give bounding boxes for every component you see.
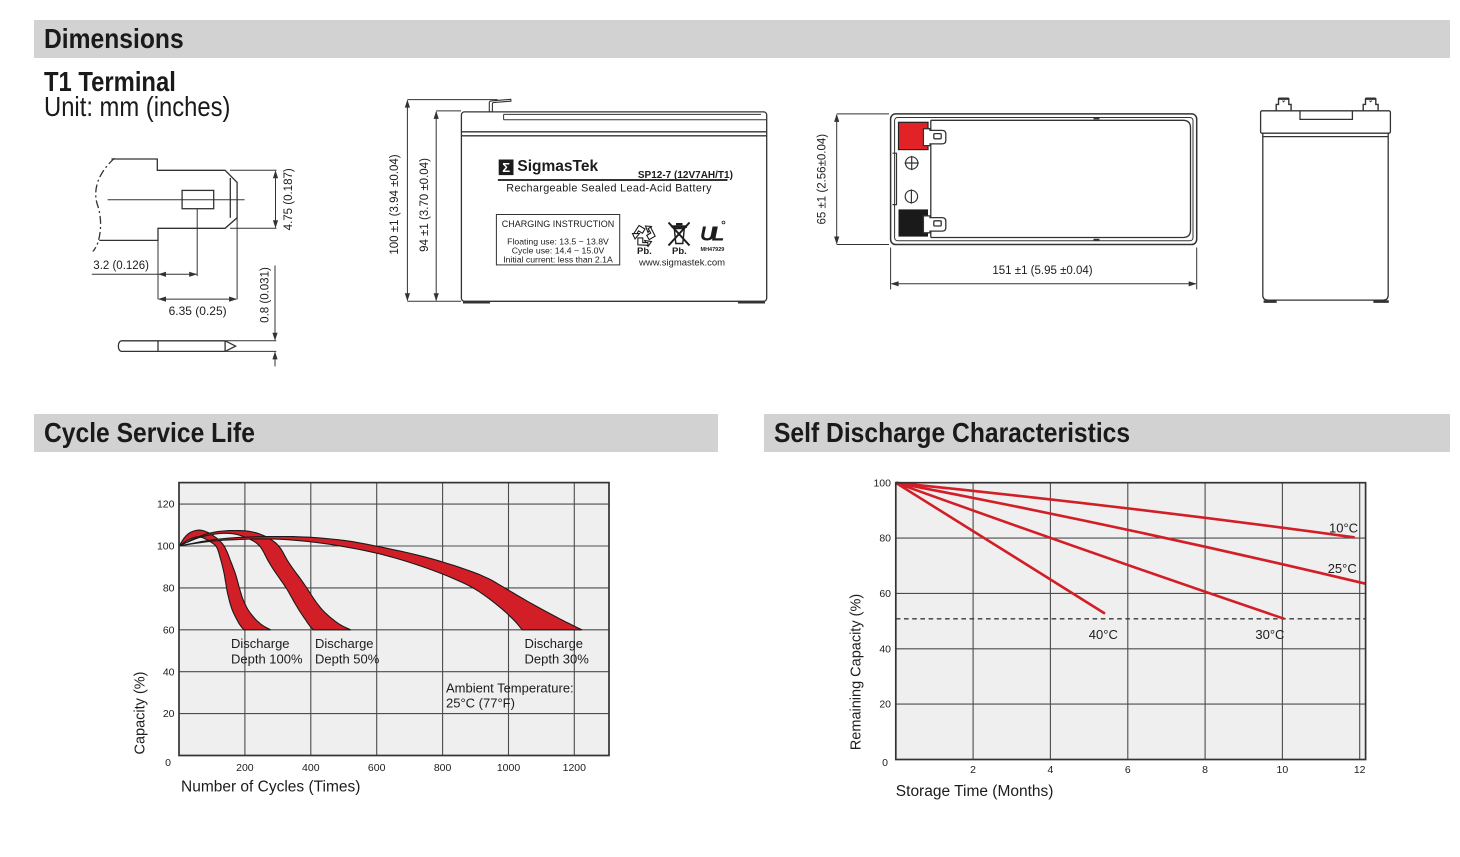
svg-text:MH47929: MH47929 bbox=[701, 247, 725, 253]
svg-text:Discharge: Discharge bbox=[315, 636, 374, 651]
svg-text:4: 4 bbox=[1047, 764, 1053, 776]
svg-text:60: 60 bbox=[879, 588, 891, 600]
svg-text:80: 80 bbox=[163, 583, 175, 595]
svg-text:25°C: 25°C bbox=[1328, 561, 1357, 576]
svg-text:Capacity (%): Capacity (%) bbox=[133, 672, 149, 755]
svg-text:3.2 (0.126): 3.2 (0.126) bbox=[93, 260, 149, 272]
svg-text:Pb.: Pb. bbox=[672, 246, 687, 257]
svg-text:SP12-7 (12V7AH/T1): SP12-7 (12V7AH/T1) bbox=[638, 170, 733, 181]
svg-text:0: 0 bbox=[165, 757, 171, 769]
svg-text:100 ±1 (3.94 ±0.04): 100 ±1 (3.94 ±0.04) bbox=[389, 154, 401, 254]
svg-text:Depth 50%: Depth 50% bbox=[315, 652, 380, 667]
svg-text:30°C: 30°C bbox=[1255, 627, 1284, 642]
svg-text:www.sigmastek.com: www.sigmastek.com bbox=[638, 257, 725, 268]
svg-text:10: 10 bbox=[1277, 764, 1289, 776]
svg-text:2: 2 bbox=[970, 764, 976, 776]
svg-text:Depth 30%: Depth 30% bbox=[525, 652, 590, 667]
svg-text:8: 8 bbox=[1202, 764, 1208, 776]
svg-text:65 ±1 (2.56±0.04): 65 ±1 (2.56±0.04) bbox=[817, 134, 829, 225]
svg-text:0.8 (0.031): 0.8 (0.031) bbox=[260, 267, 272, 323]
svg-text:10°C: 10°C bbox=[1329, 521, 1358, 536]
svg-text:1200: 1200 bbox=[563, 762, 587, 774]
svg-text:Initial current: less than 2.1: Initial current: less than 2.1A bbox=[503, 254, 613, 264]
svg-text:6.35 (0.25): 6.35 (0.25) bbox=[169, 304, 227, 318]
svg-text:CHARGING INSTRUCTION: CHARGING INSTRUCTION bbox=[502, 219, 615, 229]
svg-text:94 ±1 (3.70 ±0.04): 94 ±1 (3.70 ±0.04) bbox=[419, 158, 431, 252]
svg-text:0: 0 bbox=[882, 757, 888, 769]
svg-text:4.75 (0.187): 4.75 (0.187) bbox=[283, 168, 295, 230]
svg-text:20: 20 bbox=[879, 699, 891, 711]
svg-text:Floating use: 13.5 ~ 13.8V: Floating use: 13.5 ~ 13.8V bbox=[507, 237, 609, 247]
svg-text:600: 600 bbox=[368, 762, 386, 774]
svg-text:100: 100 bbox=[157, 541, 175, 553]
svg-text:40: 40 bbox=[879, 643, 891, 655]
svg-text:40: 40 bbox=[163, 666, 175, 678]
svg-text:200: 200 bbox=[236, 762, 254, 774]
svg-text:80: 80 bbox=[879, 533, 891, 545]
svg-text:Number of Cycles (Times): Number of Cycles (Times) bbox=[181, 779, 360, 796]
svg-text:Rechargeable Sealed Lead-Acid: Rechargeable Sealed Lead-Acid Battery bbox=[506, 183, 712, 195]
svg-text:25°C (77°F): 25°C (77°F) bbox=[446, 696, 515, 711]
svg-text:Storage Time (Months): Storage Time (Months) bbox=[896, 783, 1054, 800]
svg-text:800: 800 bbox=[434, 762, 452, 774]
svg-text:SigmasTek: SigmasTek bbox=[517, 158, 598, 175]
svg-text:400: 400 bbox=[302, 762, 320, 774]
svg-text:Σ: Σ bbox=[502, 160, 510, 175]
svg-text:Remaining Capacity (%): Remaining Capacity (%) bbox=[849, 594, 865, 750]
svg-text:100: 100 bbox=[873, 477, 891, 489]
svg-text:151 ±1 (5.95 ±0.04): 151 ±1 (5.95 ±0.04) bbox=[992, 265, 1092, 277]
svg-text:Cycle use: 14.4 ~ 15.0V: Cycle use: 14.4 ~ 15.0V bbox=[512, 246, 605, 256]
svg-text:Ambient Temperature:: Ambient Temperature: bbox=[446, 681, 574, 696]
svg-text:60: 60 bbox=[163, 624, 175, 636]
svg-text:1000: 1000 bbox=[497, 762, 521, 774]
svg-text:20: 20 bbox=[163, 708, 175, 720]
svg-text:UL: UL bbox=[700, 223, 724, 245]
svg-text:12: 12 bbox=[1354, 764, 1366, 776]
svg-text:Discharge: Discharge bbox=[231, 636, 290, 651]
svg-text:Discharge: Discharge bbox=[525, 636, 584, 651]
svg-text:40°C: 40°C bbox=[1089, 627, 1118, 642]
svg-text:6: 6 bbox=[1125, 764, 1131, 776]
svg-text:120: 120 bbox=[157, 499, 175, 511]
svg-text:Pb.: Pb. bbox=[637, 246, 652, 257]
svg-text:Depth 100%: Depth 100% bbox=[231, 652, 303, 667]
